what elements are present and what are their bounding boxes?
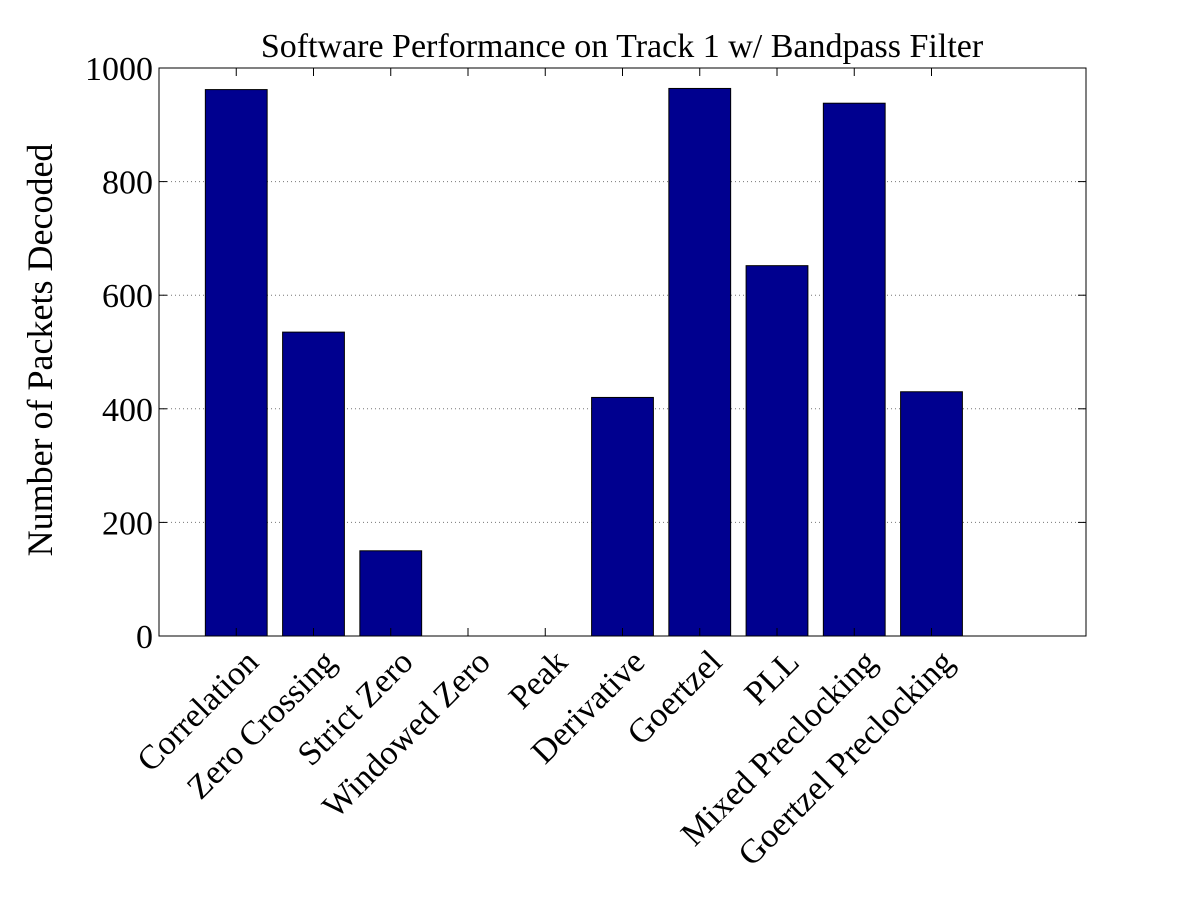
bars	[204, 87, 963, 637]
bar	[591, 396, 654, 637]
chart-title: Software Performance on Track 1 w/ Bandp…	[261, 28, 984, 65]
y-tick-label: 0	[136, 619, 153, 656]
bar	[900, 391, 963, 637]
bar	[822, 102, 886, 637]
bar	[204, 89, 268, 637]
y-axis-label: Number of Packets Decoded	[20, 144, 60, 557]
bar	[668, 87, 732, 637]
bar	[359, 550, 423, 637]
y-tick-label: 600	[102, 278, 153, 315]
y-tick-label: 800	[102, 165, 153, 202]
y-tick-label: 400	[102, 392, 153, 429]
y-axis-ticks: 0 200 400 600 800 1000	[85, 51, 1086, 656]
bar	[282, 331, 345, 637]
y-tick-label: 1000	[85, 51, 153, 88]
y-tick-label: 200	[102, 505, 153, 542]
bar	[745, 265, 809, 637]
x-tick-label: PLL	[738, 643, 807, 712]
